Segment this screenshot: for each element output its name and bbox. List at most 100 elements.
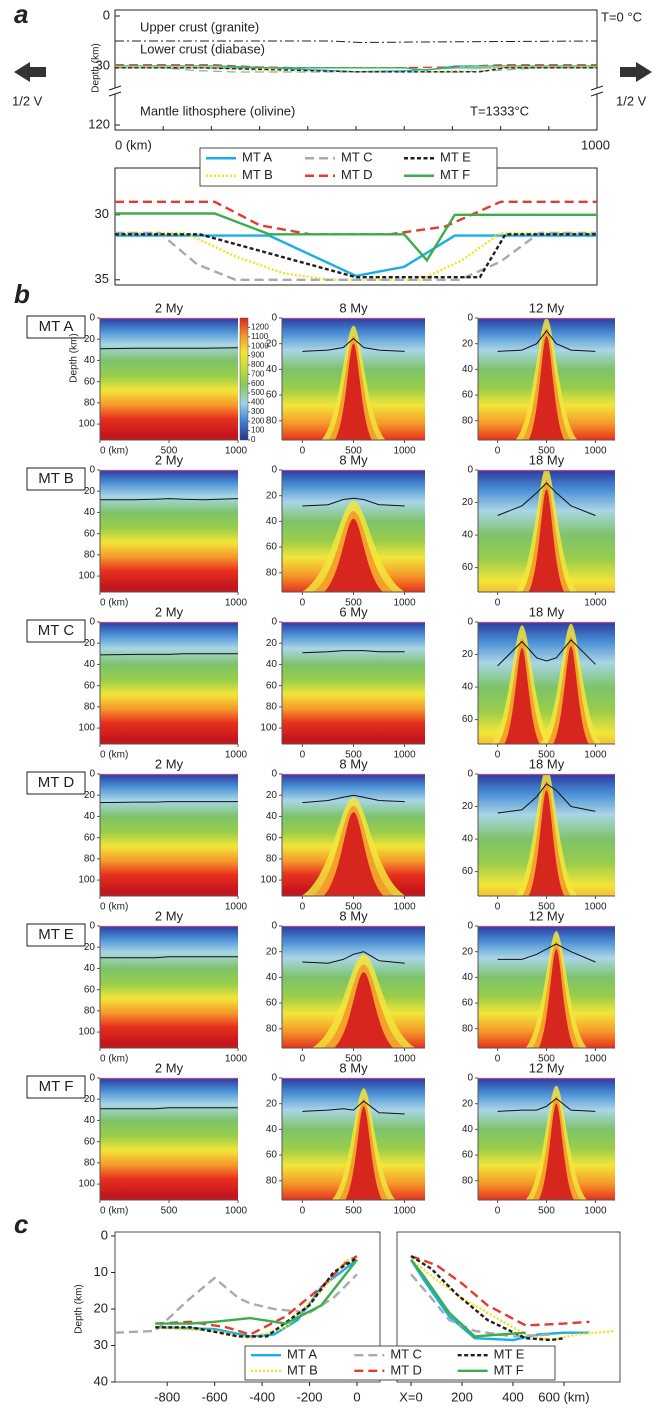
plume [528, 489, 565, 592]
heatmap-title: 8 My [339, 1060, 368, 1075]
y-axis-label: Depth (km) [74, 1284, 85, 1333]
y-tick-label: 80 [84, 398, 96, 409]
heatmap-title: 2 My [155, 1060, 184, 1075]
x-tick-label: 500 [345, 750, 362, 761]
y-tick-label: 80 [84, 854, 96, 865]
y-tick-label: 60 [84, 528, 96, 539]
series-line [115, 234, 597, 278]
y-tick-label: 0 [271, 617, 277, 628]
schematic-profile [115, 67, 597, 73]
x-tick-label: 1000 [584, 750, 607, 761]
moho-line [302, 1100, 405, 1115]
y-tick-label: 40 [84, 1115, 96, 1126]
series-line [114, 1273, 358, 1334]
x-tick-label: 500 [538, 750, 555, 761]
plume-group [331, 1088, 397, 1200]
y-tick-label: 80 [266, 702, 278, 713]
y-tick-label: 60 [84, 984, 96, 995]
y-tick-label: 0 [467, 465, 473, 476]
colorbar [239, 317, 249, 441]
plume [538, 949, 575, 1048]
series-line [410, 1255, 565, 1342]
crust-boundary [115, 40, 598, 44]
y-tick-label: 100 [78, 1027, 95, 1038]
y-tick-label: 60 [266, 998, 278, 1009]
y-tick-label: 20 [462, 338, 474, 349]
y-tick-label: 40 [84, 507, 96, 518]
row-label: MT F [39, 1078, 74, 1095]
plume-group [320, 325, 387, 440]
x-tick-label: -200 [297, 1389, 323, 1404]
plume-group [515, 470, 578, 592]
y-tick-label: 30 [94, 1337, 108, 1352]
plume [552, 646, 589, 744]
axis-break [108, 85, 122, 91]
y-tick-label: 80 [266, 567, 278, 578]
y-tick-label: 40 [266, 972, 278, 983]
series-line [410, 1258, 526, 1338]
y-tick-label: 60 [462, 998, 474, 1009]
x-tick-label: 500 [538, 1206, 555, 1217]
colorbar-tick-label: 1100 [251, 332, 269, 341]
series-line [115, 231, 597, 281]
y-tick-label: 30 [96, 57, 110, 72]
y-tick-label: 0 [89, 617, 95, 628]
y-tick-label: 60 [84, 376, 96, 387]
y-tick-label: 0 [101, 1227, 108, 1242]
moho-line [497, 783, 596, 814]
x-tick-label: 1000 [393, 902, 416, 913]
x-tick-label: 0 [300, 1206, 306, 1217]
schematic-profile [115, 65, 597, 71]
y-tick-label: 40 [84, 659, 96, 670]
y-tick-label: 80 [266, 415, 278, 426]
moho-line [497, 482, 596, 516]
x-tick-label: 400 [502, 1389, 524, 1404]
colorbar-tick-label: 1000 [251, 341, 269, 350]
y-tick-label: 40 [84, 963, 96, 974]
axis-break [590, 91, 604, 97]
legend-label: MT D [390, 1362, 422, 1377]
colorbar-tick-label: 1200 [251, 322, 269, 331]
y-tick-label: 40 [266, 364, 278, 375]
y-tick-label: 20 [94, 1300, 108, 1315]
x-tick-label: 1000 [225, 598, 248, 609]
row-label-box [26, 771, 86, 795]
x-tick-label: 1000 [393, 1054, 416, 1065]
legend-label: MT C [390, 1347, 422, 1362]
x-tick-label: 0 [300, 750, 306, 761]
row-label-box [26, 923, 86, 947]
x-tick-label: -600 [202, 1389, 228, 1404]
y-tick-label: 20 [84, 1094, 96, 1105]
heatmap-title: 12 My [529, 1060, 565, 1075]
y-tick-label: 20 [84, 942, 96, 953]
heatmap-title: 2 My [155, 908, 184, 923]
y-tick-label: 60 [266, 1150, 278, 1161]
x-tick-label: 0 (km) [100, 446, 128, 457]
y-tick-label: 40 [266, 516, 278, 527]
x-tick-label: 0 (km) [100, 1054, 128, 1065]
y-tick-label: 40 [462, 972, 474, 983]
heatmap-title: 8 My [339, 756, 368, 771]
y-tick-label: 60 [84, 680, 96, 691]
x-tick-label: 0 [300, 1054, 306, 1065]
x-tick-label: 1000 [584, 1054, 607, 1065]
y-tick-label: 20 [462, 649, 474, 660]
y-tick-label: 40 [94, 1373, 108, 1388]
y-tick-label: 0 [271, 921, 277, 932]
schematic-profile [115, 67, 597, 73]
schematic-profile [115, 67, 597, 73]
axis-break [111, 88, 119, 94]
y-tick-label: 60 [266, 542, 278, 553]
heatmap-title: 2 My [155, 604, 184, 619]
plume-group [515, 318, 578, 440]
y-tick-label: 40 [462, 364, 474, 375]
x-tick-label: 1000 [393, 750, 416, 761]
x-tick-label: 0 [300, 446, 306, 457]
x-tick-label: 0 [495, 598, 501, 609]
y-tick-label: 20 [462, 1098, 474, 1109]
temperature-field [100, 622, 238, 744]
temperature-field [100, 318, 238, 440]
y-tick-label: 60 [84, 1136, 96, 1147]
plume [323, 518, 384, 592]
